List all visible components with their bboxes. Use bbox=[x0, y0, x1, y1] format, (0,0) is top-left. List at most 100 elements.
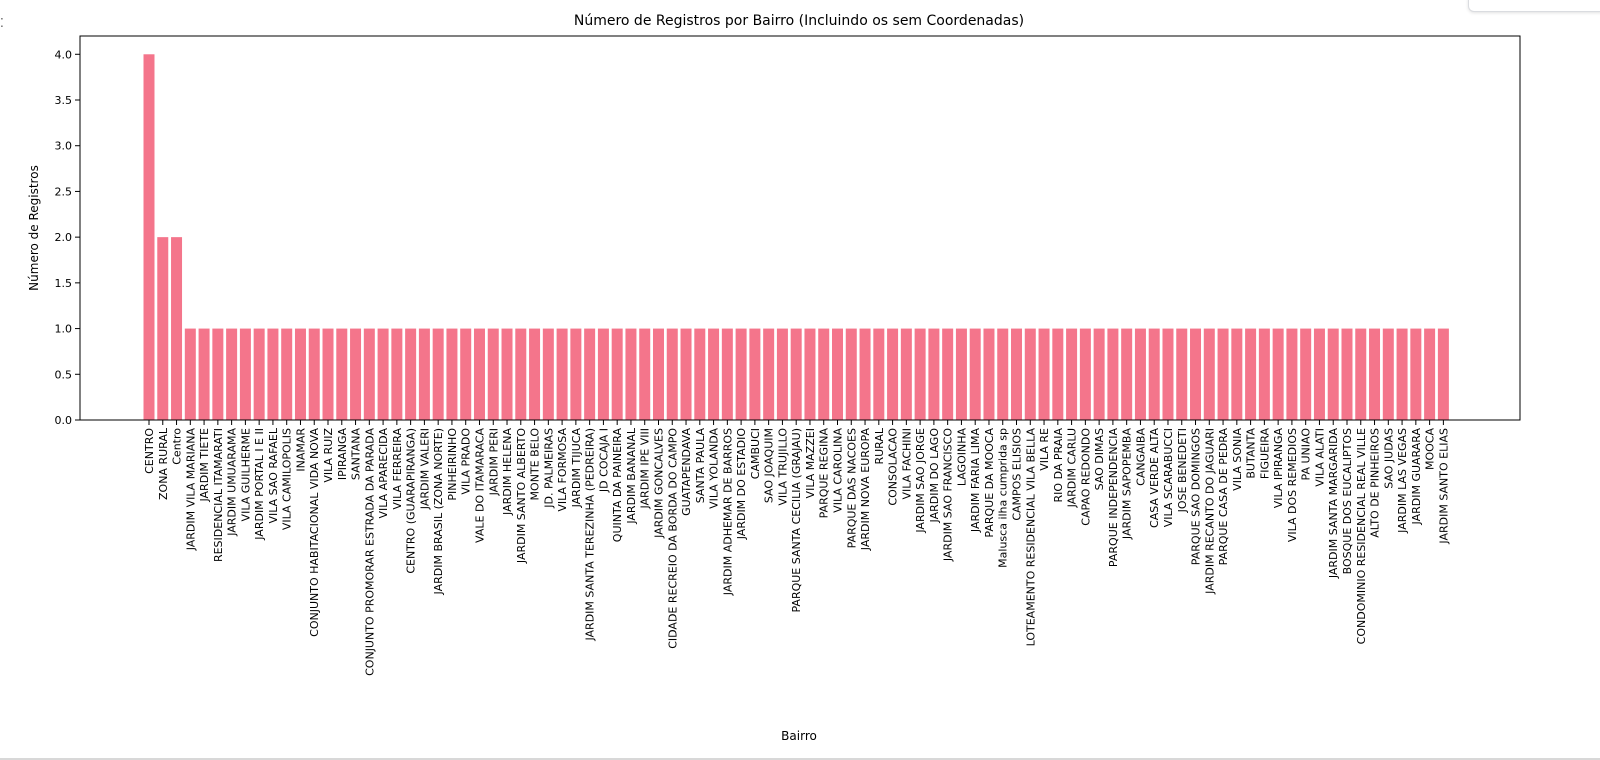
bar bbox=[226, 328, 238, 420]
y-tick-label: 3.0 bbox=[55, 140, 73, 153]
x-tick-label: VILA CAROLINA bbox=[832, 428, 845, 513]
x-tick-label: RESIDENCIAL ITAMARATI bbox=[212, 428, 225, 562]
x-tick-label: VILA RUIZ bbox=[322, 428, 335, 483]
bar bbox=[597, 328, 609, 420]
x-tick-label: JARDIM PORTAL I E II bbox=[253, 428, 266, 541]
bar bbox=[432, 328, 444, 420]
y-tick-label: 2.0 bbox=[55, 231, 73, 244]
toolbar-handle-icon: ⁚ bbox=[0, 16, 4, 30]
x-tick-label: CENTRO bbox=[143, 428, 156, 474]
bar bbox=[473, 328, 485, 420]
bar bbox=[845, 328, 857, 420]
x-tick-label: VILA GUILHERME bbox=[239, 428, 252, 521]
bar bbox=[611, 328, 623, 420]
bar bbox=[460, 328, 472, 420]
plot-frame bbox=[79, 35, 1521, 421]
y-axis-title: Número de Registros bbox=[27, 165, 41, 291]
bar bbox=[1052, 328, 1064, 420]
bar bbox=[1066, 328, 1078, 420]
bar bbox=[212, 328, 224, 420]
bar bbox=[1079, 328, 1091, 420]
bar bbox=[501, 328, 513, 420]
bar bbox=[487, 328, 499, 420]
x-tick-label: MOOCA bbox=[1424, 428, 1437, 470]
x-tick-label: JOSE BENEDETI bbox=[1176, 428, 1189, 513]
x-tick-label: CONJUNTO PROMORAR ESTRADA DA PARADA bbox=[363, 428, 376, 676]
bar bbox=[1176, 328, 1188, 420]
x-tick-label: JARDIM CARLU bbox=[1066, 428, 1079, 508]
x-tick-label: SANTANA bbox=[350, 428, 363, 481]
bar bbox=[749, 328, 761, 420]
bar bbox=[873, 328, 885, 420]
x-tick-label: JARDIM RECANTO DO JAGUARI bbox=[1203, 428, 1216, 595]
popup-corner bbox=[1468, 0, 1600, 12]
y-tick-label: 3.5 bbox=[55, 94, 73, 107]
x-tick-label: PA UNIAO bbox=[1300, 428, 1313, 481]
bar bbox=[887, 328, 899, 420]
x-tick-label: RURAL bbox=[873, 427, 886, 464]
x-tick-label: JARDIM HELENA bbox=[501, 428, 514, 516]
x-tick-label: PINHEIRINHO bbox=[446, 428, 459, 501]
bar bbox=[281, 328, 293, 420]
x-tick-label: VILA CAMILOPOLIS bbox=[281, 428, 294, 530]
x-tick-label: JARDIM ADHEMAR DE BARROS bbox=[721, 428, 734, 596]
bar bbox=[350, 328, 362, 420]
x-tick-label: MONTE BELO bbox=[529, 428, 542, 501]
bar bbox=[515, 328, 527, 420]
bar bbox=[542, 328, 554, 420]
bar bbox=[942, 328, 954, 420]
bar bbox=[1107, 328, 1119, 420]
bar bbox=[1382, 328, 1394, 420]
bar bbox=[832, 328, 843, 420]
x-tick-label: JARDIM BANANAL bbox=[625, 427, 638, 524]
x-tick-label: JARDIM GONCALVES bbox=[652, 428, 665, 539]
bar bbox=[680, 328, 692, 420]
y-tick-label: 2.5 bbox=[55, 185, 73, 198]
x-tick-label: CENTRO (GUARAPIRANGA) bbox=[405, 428, 418, 574]
x-tick-label: VILA RE bbox=[1038, 428, 1051, 471]
bar bbox=[955, 328, 967, 420]
x-tick-label: JARDIM FARIA LIMA bbox=[969, 428, 982, 534]
x-tick-label: JARDIM PERI bbox=[487, 428, 500, 496]
plot-area: 0.0 0.5 1.0 1.5 2.0 2.5 3.0 3.5 4.0 CENTRO ZONA RU… bbox=[55, 48, 1451, 676]
x-tick-label: CAMBUCI bbox=[749, 428, 762, 479]
bar bbox=[157, 237, 169, 420]
x-tick-label: CONJUNTO HABITACIONAL VIDA NOVA bbox=[308, 428, 321, 637]
bar bbox=[336, 328, 348, 420]
bar bbox=[1162, 328, 1174, 420]
bar bbox=[1231, 328, 1243, 420]
x-tick-label: PARQUE DAS NACOES bbox=[845, 428, 858, 548]
bar bbox=[983, 328, 995, 420]
bar bbox=[1327, 328, 1339, 420]
x-tick-label: LOTEAMENTO RESIDENCIAL VILA BELLA bbox=[1024, 428, 1037, 647]
x-tick-label: CAPAO REDONDO bbox=[1079, 428, 1092, 526]
bar bbox=[1286, 328, 1298, 420]
bar bbox=[584, 328, 596, 420]
bar bbox=[529, 328, 541, 420]
bar bbox=[1272, 328, 1284, 420]
x-tick-label: JARDIM SANTO ALBERTO bbox=[515, 428, 528, 564]
bar bbox=[1369, 328, 1381, 420]
x-tick-label: ALTO DE PINHEIROS bbox=[1369, 428, 1382, 538]
bar bbox=[652, 328, 664, 420]
bar bbox=[391, 328, 403, 420]
bar bbox=[969, 328, 981, 420]
x-tick-label: CANGAIBA bbox=[1134, 428, 1147, 486]
bar bbox=[804, 328, 816, 420]
bar bbox=[1190, 328, 1202, 420]
x-tick-label: VILA FACHINI bbox=[900, 428, 913, 500]
y-tick-label: 4.0 bbox=[55, 48, 73, 61]
x-tick-label: SAO JUDAS bbox=[1382, 428, 1395, 489]
bar bbox=[1024, 328, 1036, 420]
x-tick-label: SANTA PAULA bbox=[694, 428, 707, 504]
chart-title: Número de Registros por Bairro (Incluind… bbox=[574, 13, 1024, 29]
bar bbox=[928, 328, 940, 420]
bar bbox=[308, 328, 320, 420]
x-tick-label: GUATAPENDAVA bbox=[680, 428, 693, 516]
x-tick-label: JD COCAJA I bbox=[597, 428, 610, 493]
x-tick-label: JARDIM TIETE bbox=[198, 428, 211, 503]
x-tick-label: JD. PALMEIRAS bbox=[542, 428, 555, 509]
x-tick-label: ZONA RURAL bbox=[157, 427, 170, 500]
bar bbox=[1134, 328, 1146, 420]
x-tick-label: QUINTA DA PAINEIRA bbox=[611, 428, 624, 543]
